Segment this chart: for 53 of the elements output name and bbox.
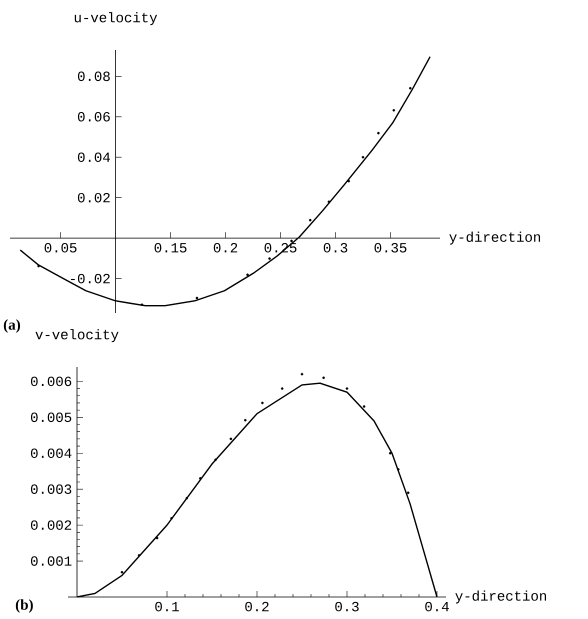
text: (a) [4,319,20,333]
y-tick-label: 0.002 [30,520,72,530]
point [170,516,173,520]
point [388,452,392,455]
x-axis-title: y-direction [449,232,540,245]
x-tick-label: 0.2 [245,602,269,612]
point [140,303,144,306]
point [347,180,350,182]
x-tick-label: 0.3 [324,243,348,253]
x-tick-label: 0.4 [425,602,449,612]
point [186,496,188,500]
x-tick-label: 0.05 [44,243,76,253]
point [246,273,249,276]
point [120,570,124,574]
y-tick-label: -0.02 [70,274,110,284]
point [346,387,348,390]
point [214,458,217,462]
y-tick-label: 0.004 [30,448,72,458]
y-tick-label: 0.04 [78,152,110,162]
x-tick-label: 0.3 [335,602,359,612]
point [409,86,412,90]
point [308,218,312,222]
point [268,257,271,260]
y-tick-label: 0.006 [30,376,72,386]
y-tick-label: 0.02 [78,192,110,202]
point [300,372,304,376]
point [377,132,380,134]
point [392,108,396,112]
point [396,468,400,471]
y-tick-label: 0.005 [30,412,72,422]
x-tick-label: 0.15 [154,243,186,253]
x-axis-title: y-direction [455,590,546,604]
x-tick-label: 0.35 [374,243,406,253]
x-tick-label: 0.2 [214,243,238,253]
y-axis-title: v-velocity [35,329,119,342]
point [280,387,284,390]
text: (b) [16,599,33,613]
y-tick-label: 0.08 [78,72,110,82]
point [230,438,232,440]
y-axis-title: u-velocity [74,12,158,26]
y-tick-label: 0.06 [78,112,110,122]
x-tick-label: 0.1 [155,602,179,612]
point [261,402,264,404]
point [156,536,158,540]
point [406,491,410,494]
point [290,240,293,242]
point [362,405,366,408]
point [362,156,364,159]
point [322,376,325,380]
point [244,418,247,422]
y-tick-label: 0.001 [30,556,72,566]
point [196,296,198,300]
y-tick-label: 0.003 [30,484,72,494]
